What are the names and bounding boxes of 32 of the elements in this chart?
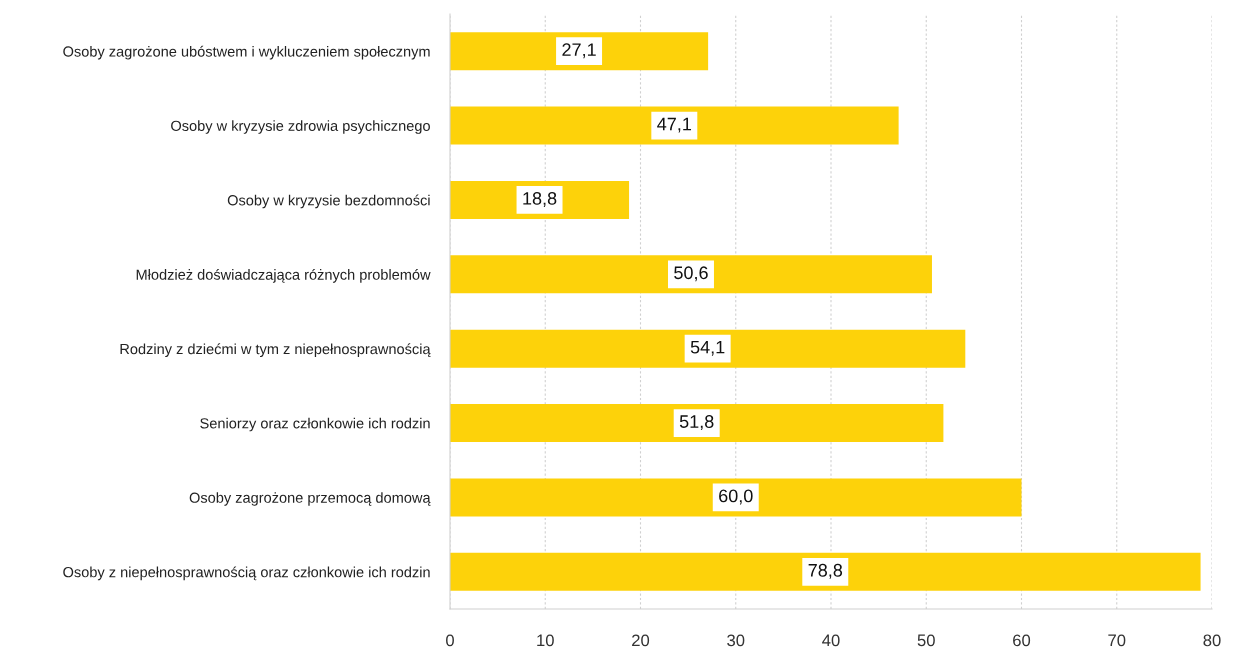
x-tick-label: 40: [822, 634, 840, 647]
bar: [450, 404, 944, 443]
data-label: 54,1: [690, 340, 725, 356]
data-label: 51,8: [679, 415, 714, 431]
bar: [450, 255, 932, 294]
y-tick-label: Osoby w kryzysie bezdomności: [227, 194, 430, 209]
y-tick-label: Osoby zagrożone przemocą domową: [189, 492, 431, 506]
y-tick-label: Osoby zagrożone ubóstwem i wykluczeniem społecznym: [63, 45, 430, 60]
data-label: 50,6: [674, 266, 708, 282]
y-tick-label: Młodzież doświadczająca różnych problemów: [136, 268, 431, 283]
x-tick-label: 70: [1108, 634, 1126, 647]
data-label: 47,1: [657, 117, 691, 133]
bar: [450, 329, 966, 368]
data-label: 78,8: [808, 563, 843, 579]
y-tick-label: Osoby w kryzysie zdrowia psychicznego: [171, 120, 430, 134]
bar: [450, 478, 1022, 517]
y-tick-label: Seniorzy oraz członkowie ich rodzin: [200, 417, 430, 432]
x-tick-label: 30: [727, 634, 745, 647]
x-tick-label: 80: [1203, 634, 1221, 647]
x-tick-label: 50: [917, 634, 935, 647]
x-tick-label: 0: [446, 634, 454, 647]
bar: [450, 106, 899, 145]
y-tick-label: Rodziny z dziećmi w tym z niepełnosprawnością: [120, 343, 431, 358]
data-label: 18,8: [523, 192, 557, 207]
data-label: 27,1: [562, 43, 596, 59]
x-tick-label: 10: [537, 634, 554, 647]
data-label: 60,0: [719, 489, 753, 505]
x-tick-label: 60: [1013, 634, 1031, 647]
bar: [450, 32, 709, 71]
y-tick-label: Osoby z niepełnosprawnością oraz członkowie ich rodzin: [63, 566, 430, 581]
bar: [450, 552, 1201, 591]
x-tick-label: 20: [632, 634, 650, 647]
